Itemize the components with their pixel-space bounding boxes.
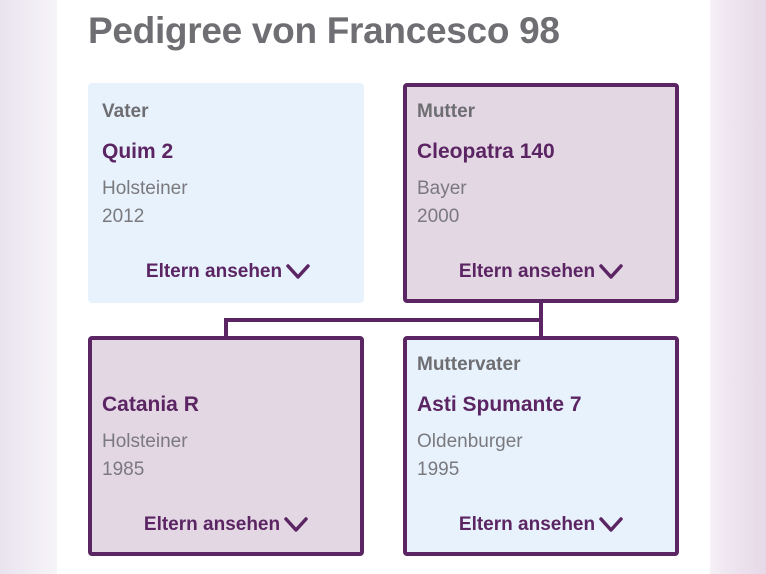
horse-year: 1985 (102, 459, 145, 480)
horse-year: 2000 (417, 206, 460, 227)
horse-year: 1995 (417, 459, 460, 480)
chevron-down-icon (284, 517, 308, 532)
card-vater: Vater Quim 2 Holsteiner 2012 Eltern anse… (88, 83, 364, 303)
horse-breed: Holsteiner (102, 431, 188, 452)
card-mutter: Mutter Cleopatra 140 Bayer 2000 Eltern a… (403, 83, 679, 303)
horse-breed: Holsteiner (102, 178, 188, 199)
view-parents-label: Eltern ansehen (458, 261, 596, 282)
card-muttervater: Muttervater Asti Spumante 7 Oldenburger … (403, 336, 679, 556)
connector-line (224, 318, 543, 322)
page-title: Pedigree von Francesco 98 (88, 10, 560, 51)
view-parents-label: Eltern ansehen (143, 514, 281, 535)
view-parents-button[interactable]: Eltern ansehen (407, 514, 675, 536)
connector-line (224, 318, 228, 337)
chevron-down-icon (286, 264, 310, 279)
horse-breed: Bayer (417, 178, 467, 199)
view-parents-button[interactable]: Eltern ansehen (102, 261, 354, 283)
card-role: Muttervater (417, 354, 521, 375)
horse-name[interactable]: Quim 2 (102, 140, 174, 163)
horse-year: 2012 (102, 206, 145, 227)
chevron-down-icon (599, 517, 623, 532)
chevron-down-icon (599, 264, 623, 279)
card-muttermutter: Catania R Holsteiner 1985 Eltern ansehen (88, 336, 364, 556)
horse-name[interactable]: Catania R (102, 393, 199, 416)
view-parents-button[interactable]: Eltern ansehen (407, 261, 675, 283)
card-role: Mutter (417, 101, 476, 122)
horse-breed: Oldenburger (417, 431, 523, 452)
horse-name[interactable]: Asti Spumante 7 (417, 393, 582, 416)
view-parents-label: Eltern ansehen (458, 514, 596, 535)
horse-name[interactable]: Cleopatra 140 (417, 140, 555, 163)
view-parents-button[interactable]: Eltern ansehen (92, 514, 360, 536)
view-parents-label: Eltern ansehen (145, 261, 283, 282)
card-role: Vater (102, 101, 149, 122)
